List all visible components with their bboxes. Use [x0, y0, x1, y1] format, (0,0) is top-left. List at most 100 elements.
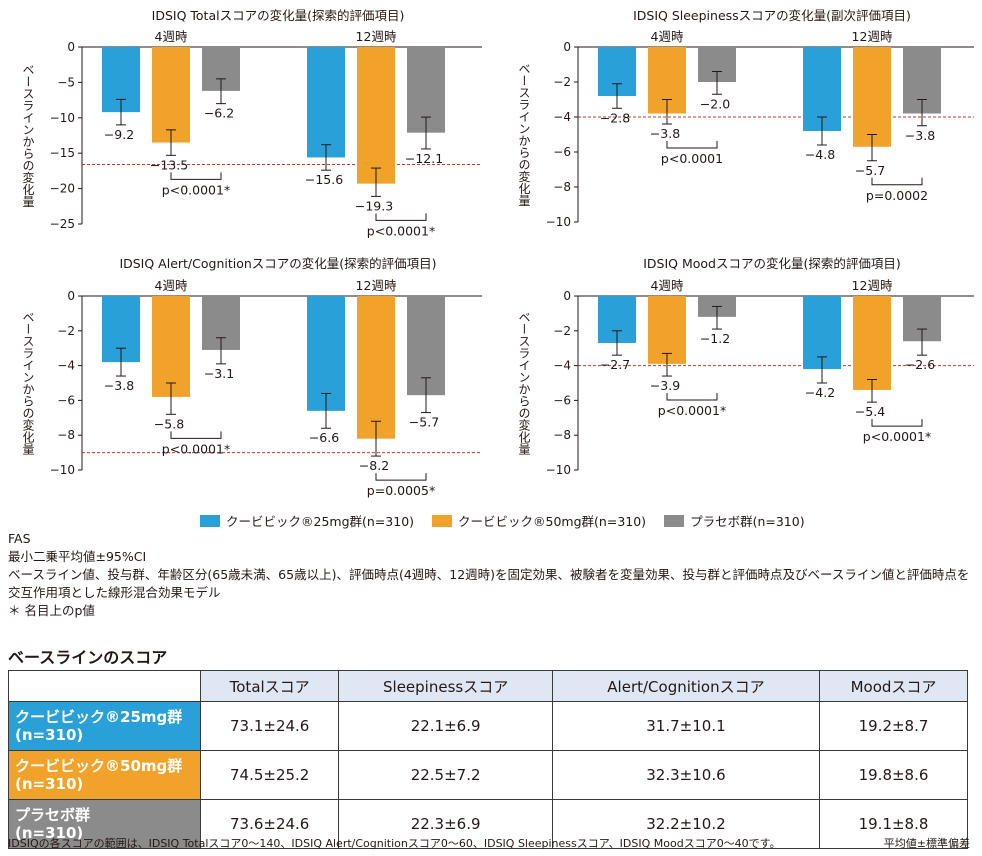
p-value-label: p=0.0005* — [367, 483, 435, 498]
y-tick-label: −8 — [553, 428, 571, 442]
data-label: −6.6 — [309, 430, 339, 445]
y-axis-label: ベースラインからの変化量 — [517, 311, 531, 455]
data-label: −13.5 — [150, 157, 188, 172]
p-value-label: p<0.0001 — [661, 151, 723, 166]
y-tick-label: 0 — [67, 289, 75, 303]
y-tick-label: −6 — [553, 393, 571, 407]
y-tick-label: −10 — [546, 215, 571, 229]
legend-swatch-orange — [432, 514, 453, 527]
table-row: クービビック®25mg群 (n=310) 73.1±24.6 22.1±6.9 … — [8, 701, 968, 751]
legend-label-50mg: クービビック®50mg群(n=310) — [458, 514, 647, 529]
data-label: −9.2 — [104, 127, 134, 142]
y-axis-label: ベースラインからの変化量 — [21, 64, 35, 208]
comparison-bracket — [170, 431, 222, 439]
comparison-bracket — [375, 213, 427, 221]
bar — [152, 47, 190, 143]
table-cell: 22.1±6.9 — [338, 701, 553, 751]
p-value-label: p<0.0001* — [162, 441, 230, 456]
data-label: −4.2 — [805, 385, 835, 400]
data-label: −2.8 — [600, 110, 630, 125]
comparison-bracket — [666, 393, 718, 401]
y-tick-label: −25 — [50, 217, 75, 231]
legend-label-placebo: プラセボ群(n=310) — [690, 514, 805, 529]
table-row: プラセボ群 (n=310) 73.6±24.6 22.3±6.9 32.2±10… — [8, 799, 968, 849]
legend-swatch-blue — [200, 514, 220, 527]
legend-item-placebo: プラセボ群(n=310) — [664, 511, 805, 530]
footer: IDSIQの各スコアの範囲は、IDSIQ Totalスコア0～140、IDSIQ… — [8, 835, 970, 851]
y-tick-label: −5 — [57, 75, 75, 89]
baseline-header-row: Totalスコア Sleepinessスコア Alert/Cognitionスコ… — [8, 670, 968, 702]
chart-title: IDSIQ Moodスコアの変化量(探索的評価項目) — [643, 256, 901, 271]
p-value-label: p<0.0001* — [658, 403, 726, 418]
baseline-header-empty — [8, 670, 201, 702]
timepoint-label: 4週時 — [651, 29, 684, 44]
legend-item-25mg: クービビック®25mg群(n=310) — [200, 511, 414, 530]
data-label: −2.7 — [600, 357, 630, 372]
notes: FAS 最小二乗平均値±95%CI ベースライン値、投与群、年齢区分(65歳未満… — [8, 530, 973, 620]
timepoint-label: 4週時 — [155, 29, 188, 44]
table-cell: 31.7±10.1 — [551, 701, 821, 751]
comparison-bracket — [871, 419, 923, 427]
note-fas: FAS — [8, 531, 31, 546]
y-tick-label: −2 — [57, 324, 75, 338]
timepoint-label: 12週時 — [852, 278, 893, 293]
data-label: −19.3 — [355, 198, 393, 213]
baseline-header-alert: Alert/Cognitionスコア — [551, 670, 821, 702]
data-label: −1.2 — [700, 331, 730, 346]
baseline-header-mood: Moodスコア — [819, 670, 968, 702]
legend-swatch-gray — [664, 514, 685, 527]
timepoint-label: 12週時 — [356, 29, 397, 44]
y-tick-label: −8 — [57, 428, 75, 442]
row-group-name: プラセボ群 — [15, 806, 91, 824]
table-cell: 32.2±10.2 — [551, 799, 821, 849]
footer-range-note: IDSIQの各スコアの範囲は、IDSIQ Totalスコア0～140、IDSIQ… — [8, 837, 781, 850]
bar — [853, 47, 891, 147]
data-label: −8.2 — [359, 458, 389, 473]
y-tick-label: −2 — [553, 75, 571, 89]
bar — [357, 47, 395, 184]
table-cell: 22.5±7.2 — [338, 750, 553, 800]
y-tick-label: −10 — [50, 463, 75, 477]
row-group-n: (n=310) — [15, 824, 84, 842]
bar — [307, 47, 345, 158]
y-tick-label: −6 — [57, 393, 75, 407]
baseline-table: Totalスコア Sleepinessスコア Alert/Cognitionスコ… — [8, 670, 968, 849]
row-header-25mg: クービビック®25mg群 (n=310) — [8, 701, 201, 751]
table-cell: 19.1±8.8 — [819, 799, 968, 849]
data-label: −6.2 — [204, 106, 234, 121]
data-label: −12.1 — [405, 151, 443, 166]
row-group-name: クービビック®50mg群 — [15, 757, 183, 775]
data-label: −3.1 — [204, 366, 234, 381]
y-tick-label: −6 — [553, 145, 571, 159]
data-label: −5.4 — [855, 404, 885, 419]
legend-item-50mg: クービビック®50mg群(n=310) — [432, 511, 646, 530]
comparison-bracket — [375, 473, 427, 481]
comparison-bracket — [666, 141, 718, 149]
bar — [307, 296, 345, 411]
p-value-label: p<0.0001* — [863, 429, 931, 444]
bar — [357, 296, 395, 439]
note-model: ベースライン値、投与群、年齢区分(65歳未満、65歳以上)、評価時点(4週時、1… — [8, 567, 970, 600]
table-cell: 74.5±25.2 — [199, 750, 340, 800]
y-axis-label: ベースラインからの変化量 — [517, 63, 531, 207]
table-cell: 73.6±24.6 — [199, 799, 340, 849]
y-tick-label: 0 — [563, 40, 571, 54]
data-label: −3.8 — [905, 128, 935, 143]
p-value-label: p<0.0001* — [162, 182, 230, 197]
chart-title: IDSIQ Sleepinessスコアの変化量(副次評価項目) — [633, 8, 911, 23]
table-cell: 19.2±8.7 — [819, 701, 968, 751]
bar — [853, 296, 891, 390]
table-cell: 73.1±24.6 — [199, 701, 340, 751]
y-axis-label: ベースラインからの変化量 — [21, 311, 35, 455]
bar — [648, 296, 686, 364]
y-tick-label: −4 — [553, 110, 571, 124]
data-label: −3.9 — [650, 378, 680, 393]
row-header-placebo: プラセボ群 (n=310) — [8, 799, 201, 849]
row-group-n: (n=310) — [15, 726, 84, 744]
y-tick-label: −15 — [50, 146, 75, 160]
table-cell: 32.3±10.6 — [551, 750, 821, 800]
charts-area: IDSIQ Totalスコアの変化量(探索的評価項目) ベースラインからの変化量 0… — [21, 8, 974, 498]
p-value-label: p=0.0002 — [866, 188, 928, 203]
comparison-bracket — [170, 172, 222, 180]
y-tick-label: −10 — [546, 463, 571, 477]
